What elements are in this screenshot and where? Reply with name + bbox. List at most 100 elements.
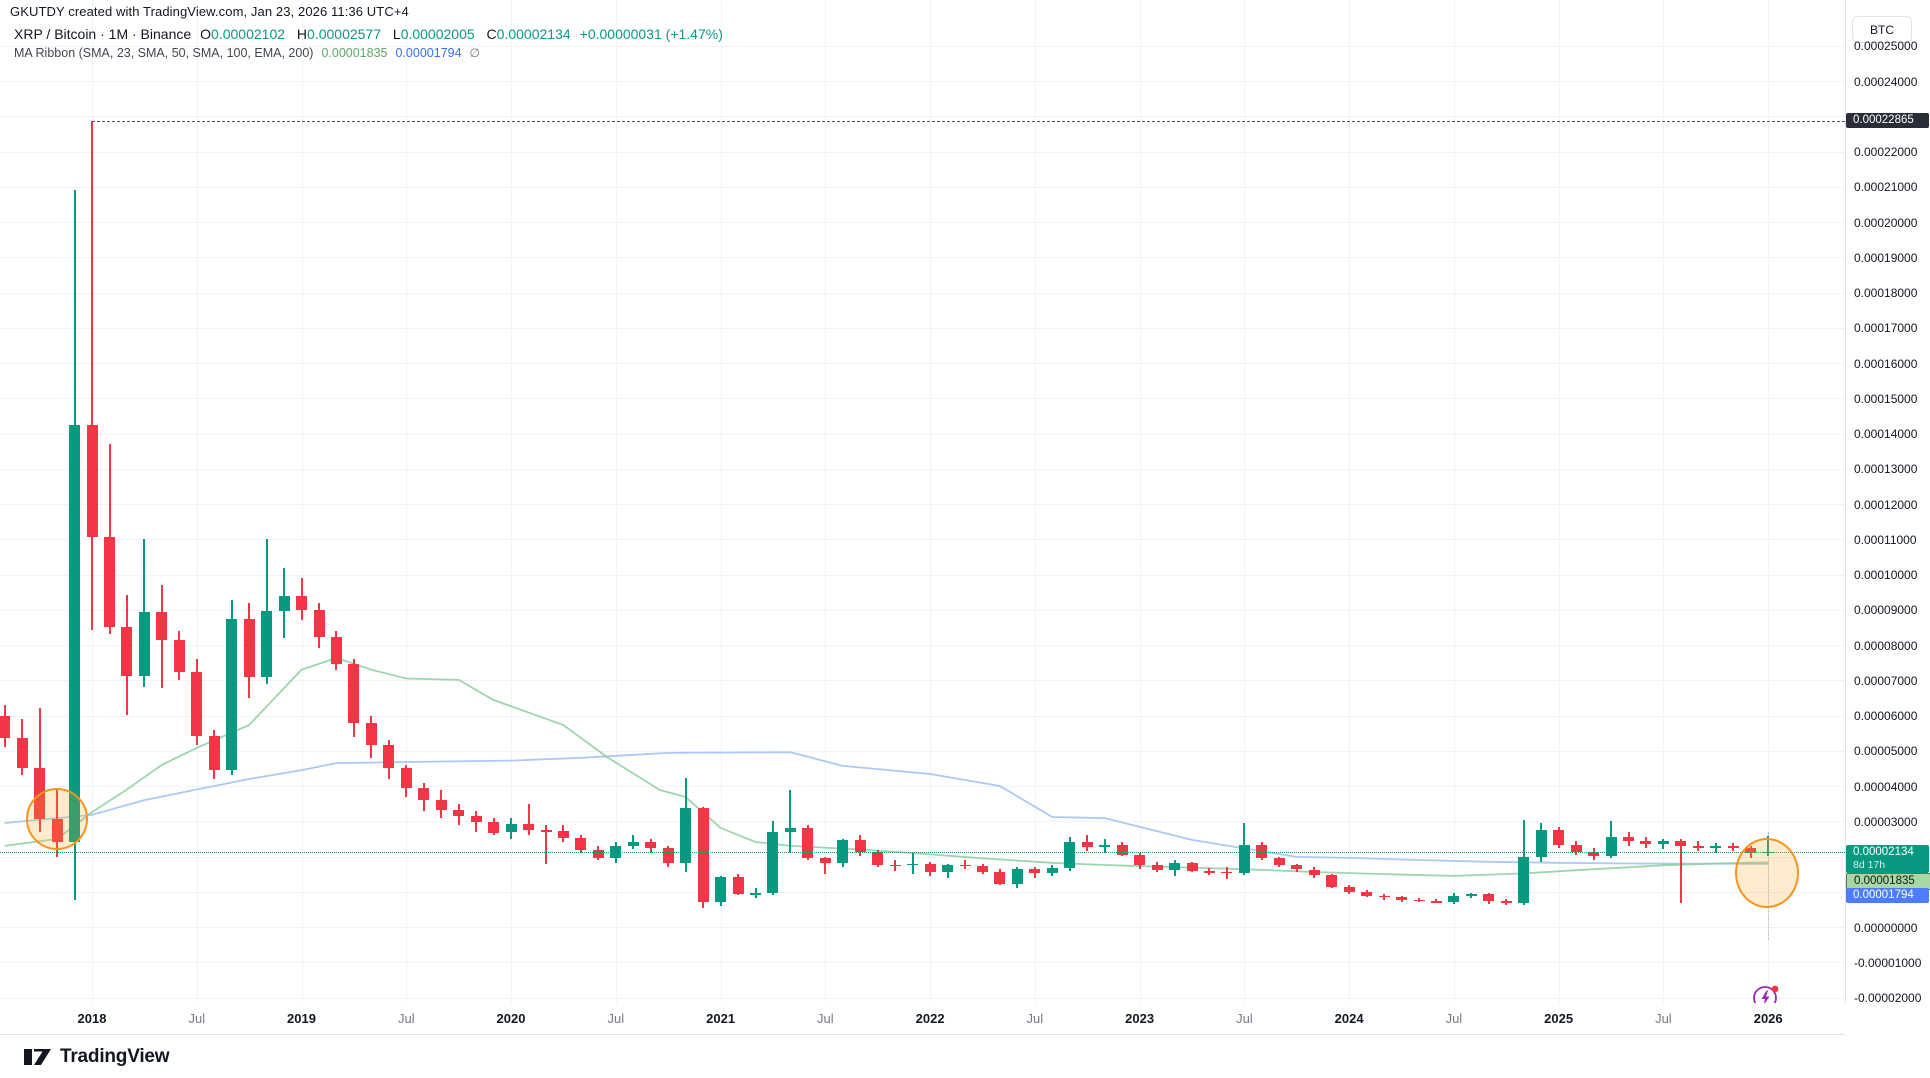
candle-body-2023-02[interactable]	[1151, 865, 1163, 870]
candle-body-2025-07[interactable]	[1657, 841, 1669, 845]
candle-body-2019-02[interactable]	[313, 609, 325, 637]
time-axis[interactable]: 2018 Jul 2019 Jul 2020 Jul 2021 Jul 2022 Jul 2023 J…	[0, 1004, 1845, 1035]
candle-body-2021-01[interactable]	[715, 876, 727, 902]
candle-body-2025-05[interactable]	[1623, 836, 1634, 841]
candle-body-2023-03[interactable]	[1169, 862, 1180, 870]
candle-body-2023-12[interactable]	[1326, 875, 1338, 888]
candle-body-2022-12[interactable]	[1116, 844, 1128, 855]
candle-body-2024-10[interactable]	[1500, 901, 1512, 904]
candle-body-2018-05[interactable]	[156, 612, 168, 640]
candle-body-2023-04[interactable]	[1186, 862, 1198, 872]
time-tick-2018-0[interactable]: 2018	[77, 1011, 107, 1026]
candle-body-2022-05[interactable]	[994, 872, 1006, 884]
candle-body-2022-07[interactable]	[1029, 868, 1041, 874]
candle-body-2021-09[interactable]	[854, 839, 866, 852]
candle-body-2024-07[interactable]	[1448, 896, 1460, 902]
symbol-row[interactable]: XRP / Bitcoin · 1M · Binance O0.00002102…	[14, 26, 723, 42]
candle-body-2019-09[interactable]	[435, 800, 447, 811]
candle-body-2019-11[interactable]	[470, 816, 482, 822]
candle-body-2024-06[interactable]	[1430, 901, 1442, 903]
candle-body-2019-06[interactable]	[383, 744, 395, 769]
candle-body-2019-04[interactable]	[348, 664, 360, 723]
candle-body-2018-12[interactable]	[278, 596, 290, 612]
candle-body-2025-06[interactable]	[1640, 841, 1652, 845]
candle-body-2021-06[interactable]	[802, 827, 814, 858]
lightning-refresh-icon[interactable]	[1751, 982, 1781, 1003]
candle-body-2020-11[interactable]	[680, 808, 692, 864]
candle-body-2019-05[interactable]	[365, 722, 377, 745]
candle-body-2024-03[interactable]	[1378, 896, 1390, 898]
time-tick-2021-36[interactable]: 2021	[706, 1011, 736, 1026]
time-tick-Jul-42[interactable]: Jul	[816, 1011, 834, 1026]
candle-body-2022-01[interactable]	[924, 863, 936, 872]
candle-body-2020-08[interactable]	[627, 841, 639, 847]
time-tick-2025-84[interactable]: 2025	[1544, 1011, 1574, 1026]
candle-body-2024-11[interactable]	[1518, 856, 1530, 904]
candle-body-2025-08[interactable]	[1675, 841, 1687, 846]
candle-body-2018-06[interactable]	[173, 640, 185, 673]
tradingview-logo[interactable]: TradingView	[24, 1046, 170, 1068]
candle-body-2021-10[interactable]	[872, 851, 884, 865]
candle-body-2023-05[interactable]	[1203, 871, 1215, 873]
candle-body-2023-09[interactable]	[1273, 857, 1285, 865]
candle-body-2025-11[interactable]	[1727, 845, 1739, 849]
candle-body-2020-06[interactable]	[592, 850, 604, 858]
candle-body-2020-01[interactable]	[505, 823, 517, 833]
candle-body-2025-02[interactable]	[1570, 844, 1582, 852]
time-tick-Jul-78[interactable]: Jul	[1445, 1011, 1463, 1026]
candle-body-2025-03[interactable]	[1588, 851, 1600, 857]
currency-toggle-button[interactable]: BTC	[1852, 16, 1912, 43]
candle-body-2022-02[interactable]	[942, 864, 953, 872]
candle-body-2019-08[interactable]	[418, 788, 430, 801]
candle-body-2019-10[interactable]	[453, 810, 465, 816]
candle-body-2018-07[interactable]	[191, 672, 203, 736]
annotation-circle-current[interactable]	[1734, 838, 1799, 908]
candle-body-2020-09[interactable]	[645, 841, 657, 848]
candle-body-2024-02[interactable]	[1361, 891, 1373, 896]
time-tick-2022-48[interactable]: 2022	[915, 1011, 945, 1026]
ma-ribbon-row[interactable]: MA Ribbon (SMA, 23, SMA, 50, SMA, 100, E…	[14, 46, 723, 60]
candle-body-2018-11[interactable]	[261, 611, 273, 678]
chart-pane[interactable]: GKUTDY created with TradingView.com, Jan…	[0, 0, 1846, 1003]
candle-body-2019-12[interactable]	[488, 822, 500, 833]
time-tick-2020-24[interactable]: 2020	[496, 1011, 526, 1026]
candle-body-2019-03[interactable]	[330, 636, 342, 664]
candle-body-2018-03[interactable]	[121, 627, 133, 676]
candle-body-2022-10[interactable]	[1081, 842, 1093, 847]
candle-body-2024-09[interactable]	[1483, 893, 1495, 902]
candle-body-2020-10[interactable]	[662, 847, 674, 864]
time-tick-Jul-6[interactable]: Jul	[188, 1011, 206, 1026]
candle-body-2021-12[interactable]	[907, 863, 919, 866]
candle-body-2018-10[interactable]	[243, 618, 255, 678]
candle-body-2017-08[interactable]	[0, 715, 11, 739]
candle-body-2020-04[interactable]	[557, 831, 569, 838]
candle-body-2025-04[interactable]	[1605, 836, 1617, 857]
candle-body-2018-02[interactable]	[104, 537, 115, 627]
candle-body-2024-01[interactable]	[1343, 887, 1355, 892]
candle-body-2018-09[interactable]	[226, 618, 238, 771]
candle-body-2024-05[interactable]	[1413, 899, 1425, 902]
time-tick-2019-12[interactable]: 2019	[287, 1011, 316, 1026]
candle-body-2020-05[interactable]	[575, 837, 587, 851]
time-tick-2026-96[interactable]: 2026	[1753, 1011, 1783, 1026]
candle-body-2025-10[interactable]	[1710, 845, 1722, 848]
candle-body-2021-05[interactable]	[784, 827, 796, 832]
candle-body-2019-07[interactable]	[400, 768, 412, 789]
candle-body-2023-01[interactable]	[1134, 854, 1146, 866]
candle-body-2023-07[interactable]	[1238, 845, 1250, 874]
ma-ribbon-label[interactable]: MA Ribbon (SMA, 23, SMA, 50, SMA, 100, E…	[14, 46, 314, 60]
candle-body-2021-07[interactable]	[819, 857, 831, 864]
candle-body-2021-11[interactable]	[889, 864, 901, 866]
candle-body-2020-12[interactable]	[697, 808, 709, 902]
candle-body-2023-10[interactable]	[1291, 864, 1303, 870]
candle-body-2022-04[interactable]	[977, 865, 988, 872]
candle-body-2021-02[interactable]	[732, 876, 744, 895]
candle-body-2020-03[interactable]	[540, 830, 552, 832]
time-tick-2023-60[interactable]: 2023	[1125, 1011, 1155, 1026]
candle-body-2024-12[interactable]	[1535, 830, 1547, 857]
candle-body-2023-06[interactable]	[1221, 872, 1233, 874]
candle-body-2024-04[interactable]	[1396, 897, 1407, 900]
candle-body-2022-06[interactable]	[1011, 868, 1023, 884]
candle-body-2025-09[interactable]	[1692, 845, 1704, 848]
time-tick-Jul-30[interactable]: Jul	[607, 1011, 625, 1026]
